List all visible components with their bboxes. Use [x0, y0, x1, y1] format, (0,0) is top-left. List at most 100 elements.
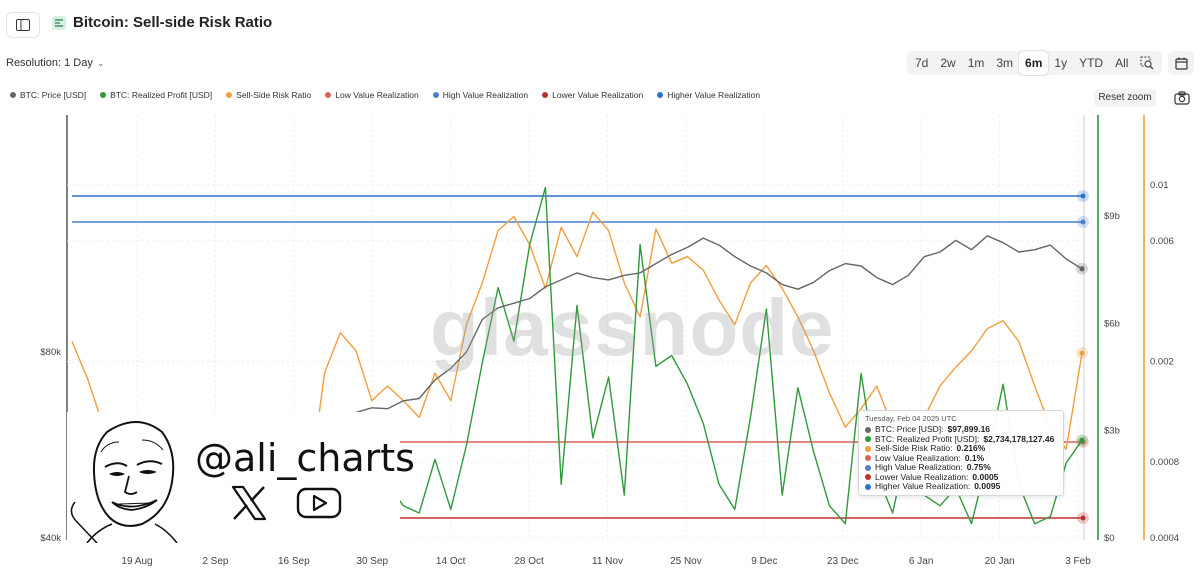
- legend-label: Lower Value Realization: [552, 90, 644, 100]
- legend-item-high-value-realization[interactable]: High Value Realization: [432, 90, 529, 100]
- tooltip-value: 0.75%: [966, 462, 991, 472]
- ratio-tick-label: 0.0004: [1150, 533, 1179, 544]
- range-button-3m[interactable]: 3m: [996, 56, 1014, 70]
- profit-tick-label: $6b: [1104, 318, 1120, 329]
- tooltip-swatch: [865, 445, 871, 452]
- reset-zoom-button[interactable]: Reset zoom: [1094, 89, 1156, 107]
- range-button-7d[interactable]: 7d: [915, 56, 929, 70]
- legend-swatch: [657, 92, 664, 98]
- tooltip-swatch: [865, 426, 871, 433]
- tooltip-row: High Value Realization: 0.75%: [865, 462, 1057, 473]
- tooltip-label: BTC: Price [USD]:: [875, 424, 944, 434]
- ratio-tick-label: 0.01: [1150, 180, 1169, 191]
- tooltip-row: Higher Value Realization: 0.0095: [865, 481, 1057, 492]
- legend-swatch: [325, 92, 332, 98]
- watermark: glassnode: [430, 283, 835, 372]
- range-button-6m[interactable]: 6m: [1019, 51, 1049, 75]
- tooltip-swatch: [865, 474, 871, 481]
- tooltip-label: Lower Value Realization:: [875, 471, 969, 482]
- range-button-1y[interactable]: 1y: [1054, 56, 1068, 70]
- legend-item-btc-price[interactable]: BTC: Price [USD]: [10, 90, 86, 100]
- tooltip-value: 0.0005: [972, 471, 999, 482]
- chart-tooltip: Tuesday, Feb 04 2025 UTC BTC: Price [USD…: [858, 410, 1064, 496]
- legend-swatch: [226, 92, 233, 98]
- tooltip-row: Lower Value Realization: 0.0005: [865, 471, 1057, 483]
- legend-item-realized-profit[interactable]: BTC: Realized Profit [USD]: [100, 90, 212, 100]
- x-tick-label: 11 Nov: [592, 556, 623, 567]
- x-tick-label: 9 Dec: [751, 556, 777, 567]
- legend-item-lower-value-realization[interactable]: Lower Value Realization: [542, 90, 643, 100]
- legend-label: Low Value Realization: [335, 90, 419, 100]
- cartoon-face-image: [70, 421, 178, 543]
- profit-tick-label: $3b: [1104, 426, 1120, 437]
- tooltip-row: Sell-Side Risk Ratio: 0.216%: [865, 443, 1057, 454]
- legend-swatch: [432, 92, 439, 98]
- tooltip-value: $2,734,178,127.46: [983, 433, 1055, 444]
- social-handle: @ali_charts: [195, 436, 415, 480]
- legend-label: Higher Value Realization: [667, 90, 761, 100]
- zoom-select-icon: [1140, 56, 1154, 70]
- legend-label: High Value Realization: [442, 90, 529, 100]
- legend-label: BTC: Price [USD]: [20, 90, 87, 100]
- x-tick-label: 23 Dec: [827, 556, 859, 567]
- chart-legend: BTC: Price [USD] BTC: Realized Profit [U…: [10, 90, 760, 100]
- tooltip-value: 0.216%: [956, 443, 986, 453]
- page-title: Bitcoin: Sell-side Risk Ratio: [73, 14, 273, 31]
- range-button-ytd[interactable]: YTD: [1079, 56, 1104, 70]
- legend-swatch: [100, 92, 107, 98]
- resolution-label: Resolution: 1 Day: [6, 57, 93, 69]
- metric-icon: [52, 16, 66, 30]
- tooltip-date: Tuesday, Feb 04 2025 UTC: [865, 414, 957, 423]
- chevron-down-icon: ⌄: [96, 57, 105, 68]
- legend-item-higher-value-realization[interactable]: Higher Value Realization: [657, 90, 760, 100]
- profit-tick-label: $9b: [1104, 211, 1120, 222]
- legend-label: Sell-Side Risk Ratio: [236, 90, 312, 100]
- youtube-logo-icon: [296, 487, 342, 519]
- range-button-1m[interactable]: 1m: [967, 56, 985, 70]
- ratio-tick-label: 0.0008: [1150, 457, 1179, 468]
- tooltip-value: 0.1%: [964, 452, 985, 463]
- tooltip-value: $97,899.16: [947, 424, 991, 434]
- legend-swatch: [542, 92, 549, 98]
- tooltip-value: 0.0095: [974, 481, 1001, 491]
- threshold-marker: [1080, 219, 1086, 225]
- camera-button[interactable]: [1174, 91, 1190, 105]
- threshold-marker: [1080, 515, 1086, 521]
- tooltip-row: BTC: Realized Profit [USD]: $2,734,178,12…: [865, 433, 1057, 445]
- zoom-select-button[interactable]: [1134, 51, 1160, 75]
- sidebar-toggle-button[interactable]: [6, 12, 40, 38]
- legend-item-low-value-realization[interactable]: Low Value Realization: [325, 90, 419, 100]
- tooltip-label: Low Value Realization:: [875, 452, 961, 463]
- profit-tick-label: $0: [1104, 533, 1115, 544]
- ratio-tick-label: 0.006: [1150, 236, 1174, 247]
- price-tick-label: $80k: [40, 347, 61, 358]
- tooltip-label: BTC: Realized Profit [USD]:: [875, 433, 980, 444]
- tooltip-swatch: [865, 483, 871, 490]
- tooltip-label: Sell-Side Risk Ratio:: [875, 443, 953, 453]
- range-button-2w[interactable]: 2w: [940, 56, 956, 70]
- x-tick-label: 14 Oct: [436, 556, 466, 567]
- camera-icon: [1174, 91, 1190, 105]
- x-logo-icon: [231, 485, 267, 521]
- calendar-button[interactable]: [1168, 51, 1194, 75]
- x-tick-label: 3 Feb: [1065, 556, 1091, 567]
- x-tick-label: 2 Sep: [202, 556, 229, 567]
- range-button-all[interactable]: All: [1115, 56, 1129, 70]
- top-bar: Bitcoin: Sell-side Risk Ratio: [0, 0, 1200, 48]
- x-tick-label: 6 Jan: [909, 556, 933, 567]
- x-tick-label: 28 Oct: [514, 556, 544, 567]
- ratio-tick-label: 0.002: [1150, 357, 1174, 368]
- legend-swatch: [10, 92, 16, 98]
- legend-label: BTC: Realized Profit [USD]: [110, 90, 213, 100]
- series-end-marker: [1079, 437, 1085, 443]
- tooltip-row: Low Value Realization: 0.1%: [865, 452, 1057, 464]
- tooltip-label: Higher Value Realization:: [875, 481, 971, 491]
- resolution-dropdown[interactable]: Resolution: 1 Day ⌄: [6, 57, 104, 69]
- tooltip-row: BTC: Price [USD]: $97,899.16: [865, 424, 1057, 435]
- sidebar-toggle-icon: [16, 19, 30, 31]
- legend-item-sell-side-risk-ratio[interactable]: Sell-Side Risk Ratio: [226, 90, 311, 100]
- x-tick-label: 20 Jan: [985, 556, 1015, 567]
- x-tick-label: 30 Sep: [356, 556, 388, 567]
- series-end-marker: [1079, 266, 1085, 272]
- x-tick-label: 16 Sep: [278, 556, 310, 567]
